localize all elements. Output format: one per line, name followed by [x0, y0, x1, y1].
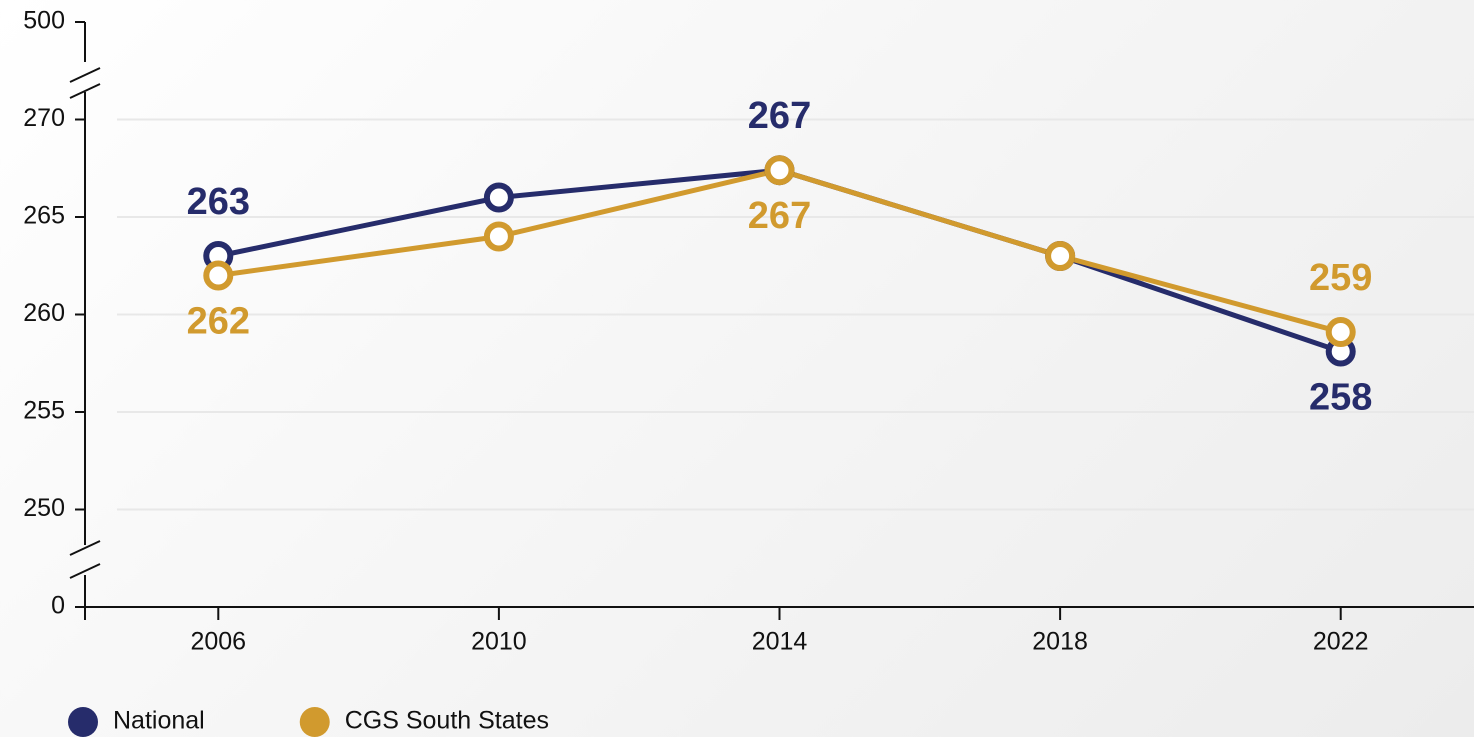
- legend-label: CGS South States: [345, 707, 549, 735]
- value-label: 259: [1309, 257, 1372, 299]
- value-label: 267: [748, 195, 811, 237]
- y-tick-label: 270: [23, 104, 65, 132]
- point-marker: [483, 182, 514, 213]
- point-marker: [483, 221, 514, 252]
- axis-break: [69, 540, 101, 556]
- x-tick-label: 2022: [1313, 628, 1369, 656]
- y-tick-label: 255: [23, 397, 65, 425]
- value-label: 267: [748, 95, 811, 137]
- y-tick-label: 260: [23, 299, 65, 327]
- legend-label: National: [113, 707, 205, 735]
- grid: [117, 118, 1474, 511]
- axis-break: [69, 83, 101, 99]
- axis-break: [69, 563, 101, 579]
- y-tick-label: 500: [23, 7, 65, 35]
- x-tick-label: 2010: [471, 628, 527, 656]
- point-marker: [1325, 317, 1356, 348]
- x-tick-label: 2018: [1032, 628, 1088, 656]
- value-label: 258: [1309, 377, 1372, 419]
- x-tick-label: 2006: [190, 628, 246, 656]
- legend-swatch: [299, 707, 330, 737]
- y-tick-label: 0: [51, 592, 65, 620]
- point-marker: [764, 155, 795, 186]
- x-tick-label: 2014: [752, 628, 808, 656]
- y-tick-label: 250: [23, 494, 65, 522]
- value-label: 262: [187, 301, 250, 343]
- axis-break: [69, 67, 101, 83]
- point-marker: [203, 260, 234, 291]
- legend-swatch: [68, 707, 98, 737]
- point-marker: [1045, 241, 1076, 271]
- value-label: 263: [187, 181, 250, 223]
- y-tick-label: 265: [23, 202, 65, 230]
